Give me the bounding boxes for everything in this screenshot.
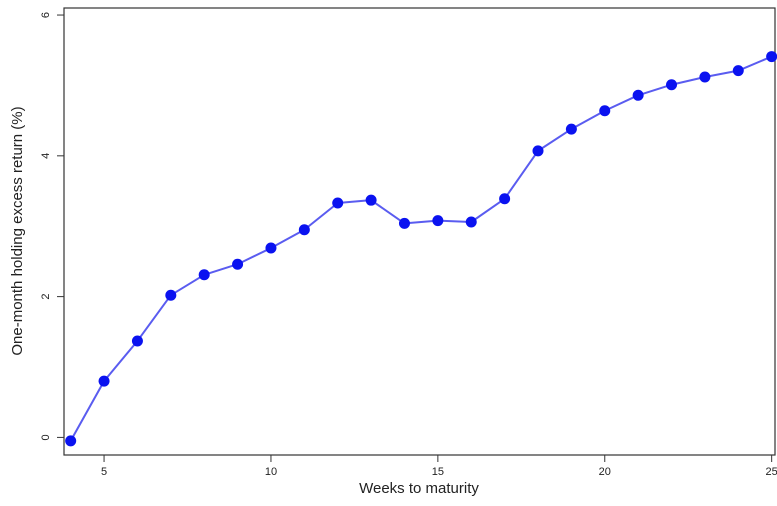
data-point bbox=[265, 242, 277, 254]
data-point bbox=[232, 258, 244, 270]
data-point bbox=[98, 375, 110, 387]
x-tick-label: 5 bbox=[101, 466, 107, 478]
x-axis-label: Weeks to maturity bbox=[359, 480, 479, 497]
data-point bbox=[65, 435, 77, 447]
data-point bbox=[465, 216, 477, 228]
data-point bbox=[198, 269, 210, 281]
data-point bbox=[632, 89, 644, 101]
x-axis: 5 10 15 20 25 bbox=[101, 455, 777, 478]
data-point bbox=[732, 65, 744, 77]
y-tick-label: 4 bbox=[40, 153, 52, 159]
data-point bbox=[365, 194, 377, 206]
x-tick-label: 10 bbox=[265, 466, 277, 478]
data-point bbox=[298, 224, 310, 236]
data-point bbox=[565, 123, 577, 135]
data-point bbox=[599, 105, 611, 117]
data-point bbox=[766, 51, 777, 63]
data-point bbox=[499, 193, 511, 205]
y-tick-label: 6 bbox=[40, 12, 52, 18]
data-point bbox=[666, 79, 678, 91]
x-tick-label: 15 bbox=[432, 466, 444, 478]
y-axis-label: One-month holding excess return (%) bbox=[9, 106, 26, 355]
y-tick-label: 2 bbox=[40, 294, 52, 300]
data-point bbox=[165, 289, 177, 301]
x-tick-label: 25 bbox=[766, 466, 777, 478]
plot-frame bbox=[63, 7, 776, 456]
series-line bbox=[69, 55, 773, 442]
data-point bbox=[131, 335, 143, 347]
data-point bbox=[699, 71, 711, 83]
data-point bbox=[532, 145, 544, 157]
data-point bbox=[432, 215, 444, 227]
data-point bbox=[398, 217, 410, 229]
y-tick-label: 0 bbox=[40, 434, 52, 440]
y-axis: 0 2 4 6 bbox=[40, 12, 64, 440]
data-point bbox=[332, 197, 344, 209]
series-group bbox=[65, 51, 777, 447]
x-tick-label: 20 bbox=[599, 466, 611, 478]
